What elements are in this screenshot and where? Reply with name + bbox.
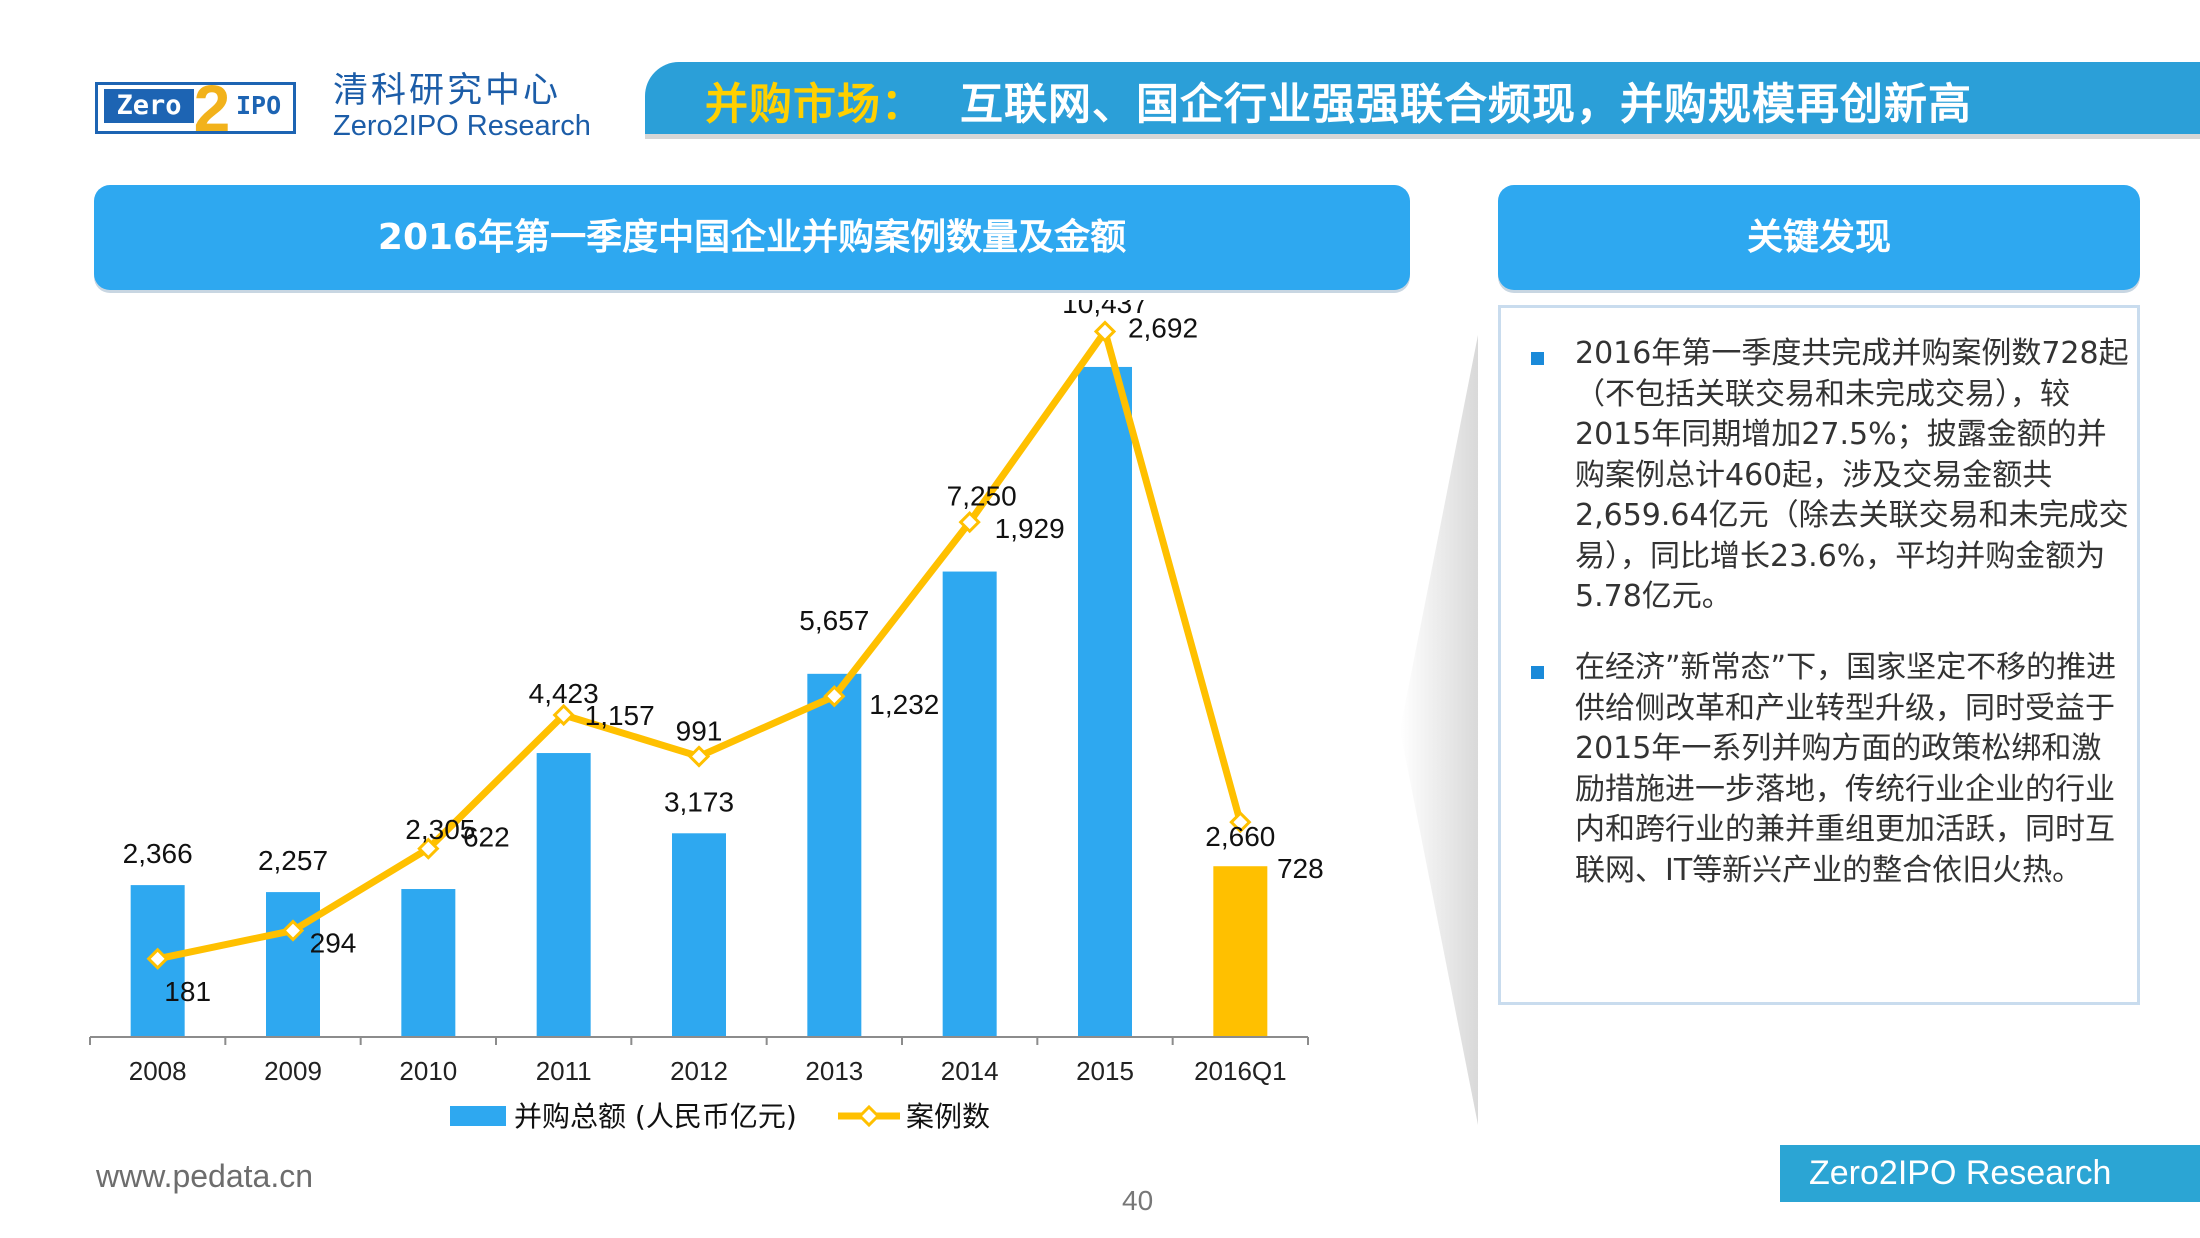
ma-chart: 2008 2009 2010 2011 2012 2013 2014 2015 2016Q1 2… bbox=[89, 300, 1324, 1133]
bar-value-label: 7,250 bbox=[947, 481, 1017, 512]
logo-zero: Zero bbox=[104, 89, 194, 123]
bullet-square-icon bbox=[1531, 666, 1544, 679]
x-tick-label: 2009 bbox=[264, 1056, 322, 1086]
bar bbox=[266, 892, 320, 1037]
line-marker bbox=[687, 745, 711, 768]
logo-two: 2 bbox=[193, 71, 231, 145]
axis-layer: 2008 2009 2010 2011 2012 2013 2014 2015 2016Q1 bbox=[89, 1036, 1309, 1086]
legend-line-marker bbox=[857, 1104, 881, 1128]
line-marker bbox=[958, 511, 981, 534]
line-value-label: 991 bbox=[676, 715, 723, 746]
legend: 并购总额 (人民币亿元) 案例数 bbox=[450, 1100, 990, 1133]
bar-value-label: 2,660 bbox=[1205, 821, 1275, 852]
line-value-label: 294 bbox=[310, 928, 357, 959]
legend-line-label: 案例数 bbox=[906, 1100, 990, 1133]
bar bbox=[1078, 366, 1132, 1038]
line-marker bbox=[1093, 320, 1117, 343]
line-value-label: 1,929 bbox=[995, 513, 1065, 544]
bar-value-label: 10,437 bbox=[1062, 300, 1148, 319]
page-title: 互联网、国企行业强强联合频现，并购规模再创新高 bbox=[960, 80, 1972, 130]
findings-panel: 2016年第一季度共完成并购案例数728起（不包括关联交易和未完成交易），较20… bbox=[1498, 305, 2140, 1005]
x-tick-label: 2013 bbox=[805, 1056, 863, 1086]
findings-heading: 关键发现 bbox=[1498, 185, 2140, 290]
title-banner: 并购市场： 互联网、国企行业强强联合频现，并购规模再创新高 bbox=[645, 62, 2200, 134]
finding-text: 2016年第一季度共完成并购案例数728起（不包括关联交易和未完成交易），较20… bbox=[1575, 336, 2129, 614]
line-marker bbox=[552, 703, 575, 727]
bar bbox=[807, 673, 862, 1037]
bars-layer bbox=[130, 366, 1268, 1038]
page-number: 40 bbox=[1122, 1185, 1154, 1216]
labels-layer: 2,366 2,257 2,305 4,423 3,173 5,657 7,250 10,43… bbox=[123, 300, 1324, 1007]
bar-value-label: 2,366 bbox=[123, 838, 193, 869]
bar bbox=[1213, 866, 1268, 1037]
bar bbox=[401, 889, 456, 1037]
line-marker bbox=[823, 685, 846, 708]
bar bbox=[942, 571, 997, 1037]
line-value-label: 1,232 bbox=[869, 689, 939, 720]
x-tick-label: 2016Q1 bbox=[1194, 1056, 1287, 1086]
x-tick-label: 2015 bbox=[1076, 1056, 1134, 1086]
bar-value-label: 2,305 bbox=[405, 814, 475, 845]
x-tick-label: 2010 bbox=[399, 1056, 457, 1086]
x-tick-label: 2014 bbox=[941, 1056, 999, 1086]
bar bbox=[672, 833, 726, 1037]
legend-bar-swatch bbox=[450, 1106, 506, 1126]
line-marker bbox=[417, 837, 440, 860]
line-layer bbox=[146, 320, 1252, 970]
logo-badge: Zero 2 IPO bbox=[95, 73, 296, 143]
line-marker bbox=[1229, 811, 1252, 834]
connector-wedge bbox=[1400, 335, 1478, 1125]
line-value-label: 2,692 bbox=[1128, 313, 1198, 344]
finding-text: 在经济”新常态”下，国家坚定不移的推进供给侧改革和产业转型升级，同时受益于201… bbox=[1575, 650, 2117, 888]
line-marker bbox=[281, 919, 305, 942]
bar-value-label: 3,173 bbox=[664, 786, 734, 817]
x-tick-label: 2012 bbox=[670, 1056, 728, 1086]
logo-ipo: IPO bbox=[236, 91, 282, 120]
line-value-label: 728 bbox=[1277, 853, 1324, 884]
website-url: www.pedata.cn bbox=[96, 1158, 314, 1194]
bar bbox=[536, 753, 591, 1037]
title-prefix: 并购市场： bbox=[705, 80, 925, 130]
x-tick-label: 2011 bbox=[536, 1056, 592, 1086]
x-tick-label: 2008 bbox=[129, 1056, 187, 1086]
bar-value-label: 2,257 bbox=[258, 845, 328, 876]
bar-value-label: 4,423 bbox=[529, 678, 599, 709]
line-value-label: 181 bbox=[164, 976, 211, 1007]
legend-bar-label: 并购总额 (人民币亿元) bbox=[514, 1100, 797, 1133]
title-banner-shadow bbox=[645, 134, 2200, 139]
footer-brand-tag: Zero2IPO Research bbox=[1780, 1145, 2200, 1202]
brand-name-cn: 清科研究中心 bbox=[333, 71, 562, 111]
line-value-label: 1,157 bbox=[585, 700, 655, 731]
bar-value-label: 5,657 bbox=[799, 605, 869, 636]
line-marker bbox=[146, 947, 169, 970]
line-value-label: 622 bbox=[463, 822, 510, 853]
brand-name-en: Zero2IPO Research bbox=[333, 110, 591, 142]
chart-heading: 2016年第一季度中国企业并购案例数量及金额 bbox=[94, 185, 1410, 290]
bullet-square-icon bbox=[1531, 352, 1544, 365]
